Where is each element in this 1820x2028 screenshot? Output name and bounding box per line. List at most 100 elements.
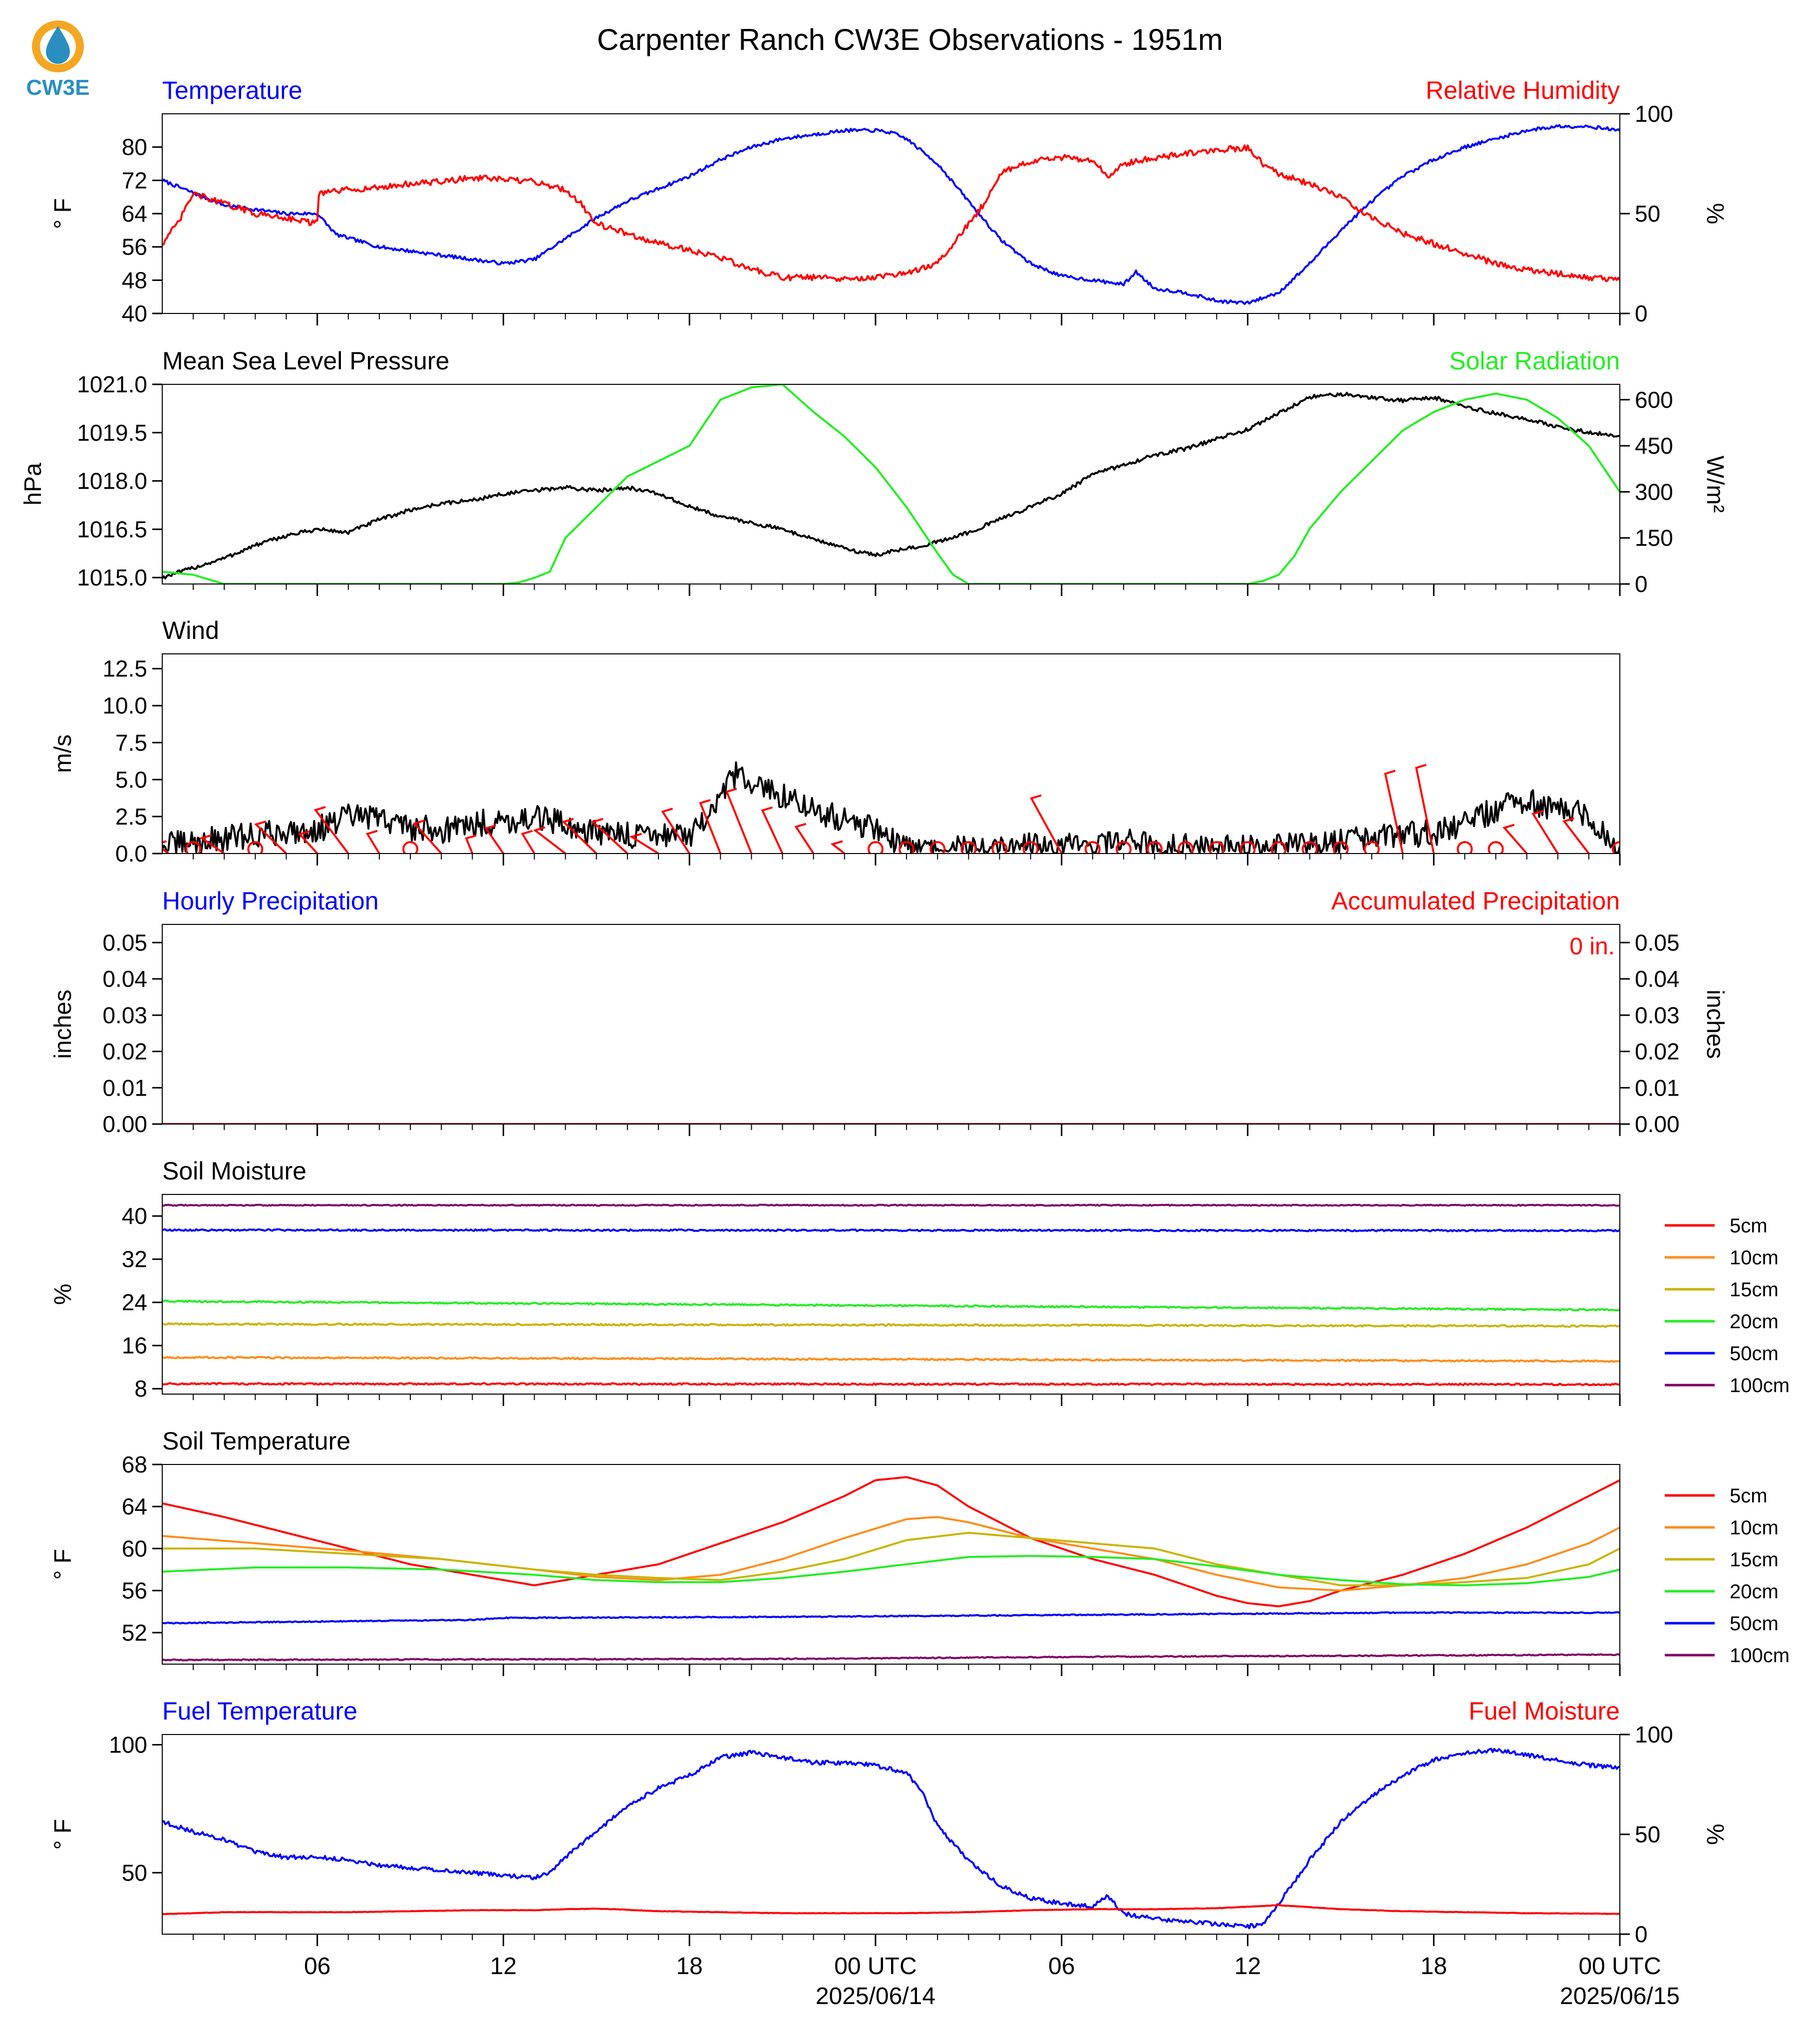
panel-frame xyxy=(162,1464,1620,1665)
panel-wind: Wind 0.0 2.5 5.0 7.5 10.0 12.5 m/s xyxy=(50,616,1621,867)
series-line-10cm xyxy=(162,1356,1620,1363)
y-axis-label: % xyxy=(50,1284,76,1305)
legend-label: 100cm xyxy=(1730,1375,1790,1397)
wind-barb-calm xyxy=(1209,841,1225,854)
wind-barb-calm xyxy=(1022,841,1039,854)
panel-frame xyxy=(162,1734,1620,1935)
logo-drop-icon xyxy=(46,26,70,64)
plot-area xyxy=(162,384,1620,584)
wind-barb xyxy=(629,833,659,854)
y-tick-label: 0.00 xyxy=(102,1111,147,1137)
panel-title-left: Temperature xyxy=(162,76,303,104)
legend-label: 20cm xyxy=(1730,1581,1779,1603)
series-line xyxy=(162,1904,1620,1916)
legend-label: 5cm xyxy=(1730,1215,1768,1237)
y-tick-label: 12.5 xyxy=(102,656,147,682)
y-tick-label: 0.02 xyxy=(102,1039,147,1065)
y2-axis-label: % xyxy=(1702,1824,1728,1845)
wind-barb-calm xyxy=(1488,841,1504,854)
wind-barb-calm xyxy=(1115,841,1132,854)
panel-title-right: Accumulated Precipitation xyxy=(1331,887,1620,915)
series-line xyxy=(162,391,1620,579)
panel-title-left: Hourly Precipitation xyxy=(162,887,379,915)
panel-title-left: Soil Temperature xyxy=(162,1427,350,1455)
plot-area xyxy=(162,124,1620,305)
series-line xyxy=(162,761,1620,854)
plot-area xyxy=(162,1476,1620,1662)
wind-barb xyxy=(1531,810,1559,854)
wind-barb xyxy=(162,840,169,854)
y2-tick-label: 100 xyxy=(1635,101,1673,127)
y2-tick-label: 300 xyxy=(1635,479,1673,505)
panel-title-right: Solar Radiation xyxy=(1449,347,1620,375)
series-line-100cm xyxy=(162,1203,1620,1207)
y-tick-label: 7.5 xyxy=(115,730,147,756)
series-line-5cm xyxy=(162,1382,1620,1387)
x-date-label: 2025/06/14 xyxy=(816,1983,935,2010)
wind-barb xyxy=(298,830,318,854)
y2-tick-label: 50 xyxy=(1635,1821,1660,1847)
y-tick-label: 1019.5 xyxy=(77,420,147,446)
panel-title-left: Wind xyxy=(162,616,219,644)
wind-barb-calm xyxy=(1178,841,1194,854)
y-tick-label: 2.5 xyxy=(115,804,147,830)
y2-tick-label: 0.05 xyxy=(1635,929,1680,955)
panel-frame xyxy=(162,653,1620,854)
panel-title-right: Fuel Moisture xyxy=(1469,1697,1620,1725)
y-tick-label: 5.0 xyxy=(115,767,147,793)
wind-barb-calm xyxy=(867,841,884,854)
y-tick-label: 48 xyxy=(122,267,147,293)
x-tick-label: 12 xyxy=(490,1953,517,1980)
panel-title-right: Relative Humidity xyxy=(1426,76,1620,104)
panel-title-left: Fuel Temperature xyxy=(162,1697,357,1725)
x-tick-label: 00 UTC xyxy=(1578,1953,1661,1980)
y-tick-label: 68 xyxy=(122,1451,147,1477)
y2-tick-label: 0 xyxy=(1635,571,1648,597)
x-tick-label: 06 xyxy=(1048,1953,1075,1980)
legend-label: 10cm xyxy=(1730,1517,1779,1539)
y2-tick-label: 100 xyxy=(1635,1722,1673,1747)
panel-pressure_solar: Mean Sea Level Pressure Solar Radiation 10… xyxy=(20,347,1728,597)
y-tick-label: 100 xyxy=(109,1732,147,1758)
wind-barb xyxy=(562,818,598,854)
wind-barb xyxy=(1562,817,1590,854)
wind-barb-calm xyxy=(1332,841,1349,854)
wind-barb-calm xyxy=(1363,841,1380,854)
wind-barb xyxy=(313,806,349,854)
accumulated-annotation: 0 in. xyxy=(1569,933,1615,960)
wind-barb-calm xyxy=(1301,841,1318,854)
panel-frame xyxy=(162,1194,1620,1395)
y-tick-label: 1016.5 xyxy=(77,516,147,542)
panel-frame xyxy=(162,384,1620,584)
y-tick-label: 60 xyxy=(122,1535,147,1561)
y-tick-label: 0.01 xyxy=(102,1075,147,1101)
series-line-50cm xyxy=(162,1228,1620,1232)
y-tick-label: 72 xyxy=(122,167,147,193)
y-tick-label: 32 xyxy=(122,1246,147,1272)
y2-tick-label: 0.02 xyxy=(1635,1039,1680,1065)
wind-barb-calm xyxy=(899,841,915,854)
legend-label: 20cm xyxy=(1730,1311,1779,1333)
x-tick-label: 00 UTC xyxy=(834,1953,916,1980)
y-tick-label: 1015.0 xyxy=(77,565,147,590)
series-line-50cm xyxy=(162,1611,1620,1625)
series-line-20cm xyxy=(162,1555,1620,1587)
y-tick-label: 0.03 xyxy=(102,1002,147,1028)
y-tick-label: 1018.0 xyxy=(77,468,147,494)
x-tick-label: 18 xyxy=(1421,1953,1447,1980)
panel-title-left: Soil Moisture xyxy=(162,1157,306,1185)
y2-tick-label: 0.01 xyxy=(1635,1075,1680,1101)
wind-barb xyxy=(1030,794,1063,854)
wind-barb xyxy=(484,824,505,854)
x-tick-label: 06 xyxy=(304,1953,330,1980)
legend-label: 5cm xyxy=(1730,1485,1768,1507)
panel-precip: Hourly Precipitation Accumulated Precipit… xyxy=(50,887,1728,1137)
x-tick-label: 18 xyxy=(676,1953,702,1980)
chart-title: Carpenter Ranch CW3E Observations - 1951… xyxy=(597,23,1223,56)
y-tick-label: 64 xyxy=(122,201,147,227)
wind-barb xyxy=(365,830,380,854)
wind-barb-calm xyxy=(991,841,1008,854)
legend-label: 10cm xyxy=(1730,1247,1779,1269)
legend-label: 15cm xyxy=(1730,1549,1779,1571)
